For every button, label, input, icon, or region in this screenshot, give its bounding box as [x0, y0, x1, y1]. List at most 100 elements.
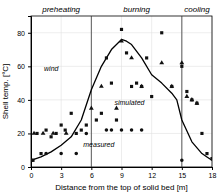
measured-point	[120, 128, 124, 132]
measured-point	[180, 65, 183, 68]
measured-point	[99, 84, 104, 88]
x-tick-label: 3	[60, 172, 64, 179]
measured-point	[184, 94, 189, 98]
x-tick: 0	[30, 167, 34, 179]
y-tick-label: 40	[17, 97, 25, 104]
measured-point	[105, 56, 108, 59]
measured-point	[130, 85, 133, 88]
measured-point	[120, 28, 123, 31]
measured-point	[60, 123, 63, 126]
measured-point	[100, 112, 103, 115]
measured-point	[110, 128, 114, 132]
x-tick: 15	[178, 167, 186, 179]
measured-point	[114, 106, 119, 110]
x-tick: 9	[120, 167, 124, 179]
y-tick-mark	[28, 33, 31, 34]
y-tick-label: 60	[17, 63, 25, 70]
measured-point	[205, 152, 208, 155]
grid-line	[151, 16, 152, 167]
measured-point	[145, 56, 148, 59]
x-tick: 6	[90, 167, 94, 179]
measured-point	[59, 152, 63, 156]
measured-point	[129, 55, 134, 59]
measured-point	[210, 157, 212, 160]
measured-point	[44, 152, 48, 156]
x-tick: 3	[60, 167, 64, 179]
measured-point	[150, 95, 153, 98]
simulated-line	[31, 39, 212, 160]
zone-label: cooling	[184, 5, 210, 14]
zone-label: burning	[123, 5, 150, 14]
zone-label: preheating	[41, 5, 80, 14]
x-tick: 12	[148, 167, 156, 179]
y-tick-mark	[28, 133, 31, 134]
x-tick-mark	[122, 167, 123, 170]
x-axis-line	[32, 168, 213, 171]
x-tick-label: 15	[178, 172, 186, 179]
measured-point	[115, 118, 118, 121]
measured-point	[32, 131, 37, 135]
y-tick: 0	[21, 164, 31, 171]
measured-point	[50, 135, 53, 138]
x-axis: 0 3 6 9 12 15 18	[30, 167, 217, 179]
measured-point	[135, 82, 138, 85]
measured-point	[179, 60, 184, 64]
y-tick-label: 20	[17, 130, 25, 137]
y-tick: 20	[17, 130, 31, 137]
x-tick-label: 0	[30, 172, 34, 179]
measured-point	[70, 112, 73, 115]
measured-point	[130, 128, 134, 132]
y-tick: 80	[17, 30, 31, 37]
zone-boundary	[181, 16, 182, 167]
measured-point	[180, 159, 184, 163]
annotation: wind	[44, 65, 60, 72]
grid-line	[31, 32, 212, 33]
x-tick-label: 6	[90, 172, 94, 179]
x-tick-mark	[91, 167, 92, 170]
chart: 0369121518020406080windsimulatedmeasured…	[0, 0, 221, 194]
x-tick-mark	[61, 167, 62, 170]
x-tick-label: 18	[209, 172, 217, 179]
marks	[31, 16, 212, 167]
x-tick-label: 12	[148, 172, 156, 179]
x-tick-mark	[182, 167, 183, 170]
measured-point	[185, 90, 188, 93]
grid	[31, 16, 212, 167]
y-tick-mark	[28, 66, 31, 67]
x-tick-mark	[152, 167, 153, 170]
measured-point	[51, 131, 56, 135]
measured-point	[160, 31, 163, 34]
measured-point	[95, 118, 98, 121]
grid-line	[181, 16, 182, 167]
plot-frame	[31, 16, 212, 167]
measured-point	[41, 131, 46, 135]
plot: 0369121518020406080windsimulatedmeasured…	[17, 5, 216, 179]
measured-point	[45, 129, 48, 132]
x-tick-label: 9	[120, 172, 124, 179]
measured-point	[89, 106, 94, 110]
measured-point	[195, 100, 200, 104]
y-axis-line	[28, 17, 32, 168]
measured-point	[159, 60, 164, 64]
measured-point	[139, 84, 144, 88]
y-tick: 60	[17, 63, 31, 70]
measured-point	[31, 159, 34, 163]
measured-point	[85, 132, 89, 136]
measured-point	[189, 97, 194, 101]
grid-line	[31, 133, 212, 134]
y-tick-mark	[28, 100, 31, 101]
measured-point	[80, 129, 83, 132]
measured-point	[64, 131, 69, 135]
y-tick-label: 0	[21, 164, 25, 171]
measured-point	[125, 51, 128, 54]
y-tick-label: 80	[17, 30, 25, 37]
measured-point	[119, 38, 124, 42]
y-tick-mark	[28, 167, 31, 168]
y-axis: 0 20 40 60 80	[17, 17, 31, 171]
measured-point	[110, 82, 113, 85]
x-axis-title: Distance from the top of solid bed [m]	[55, 183, 188, 192]
measured-point	[74, 152, 78, 156]
measured-point	[105, 128, 109, 132]
x-tick: 18	[209, 167, 217, 179]
measured-point	[85, 123, 88, 126]
